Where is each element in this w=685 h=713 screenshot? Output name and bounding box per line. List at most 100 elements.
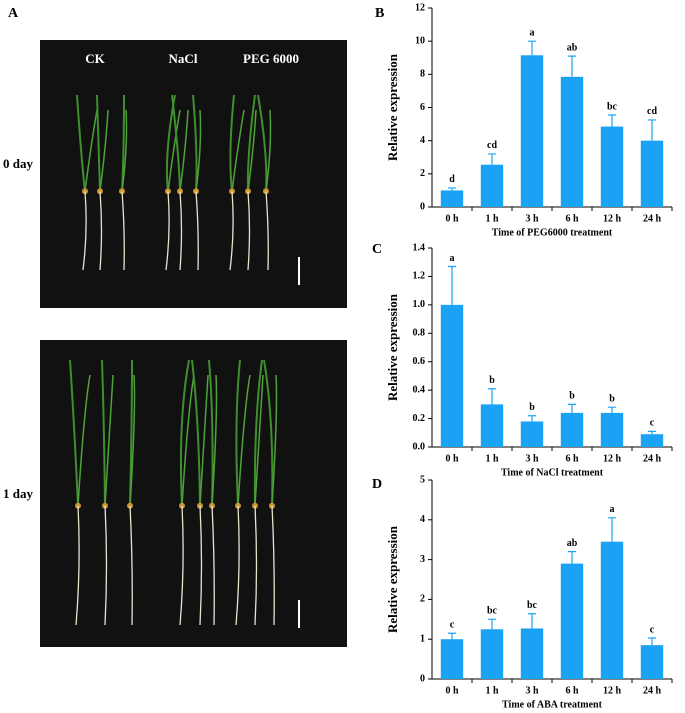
y-tick-label: 4 <box>420 135 425 146</box>
root <box>229 191 234 271</box>
error-bar <box>608 406 616 413</box>
leaf <box>191 359 201 506</box>
error-bar <box>488 388 496 405</box>
y-tick-label: 0 <box>420 673 425 684</box>
significance-letter: c <box>650 624 655 635</box>
error-bar <box>648 637 656 646</box>
y-tick-label: 1 <box>420 633 425 644</box>
significance-letter: a <box>530 27 535 38</box>
x-tick-label: 1 h <box>485 685 499 696</box>
y-tick-label: 8 <box>420 69 425 80</box>
x-tick-label: 12 h <box>603 453 622 464</box>
root <box>247 191 251 271</box>
error-bar <box>448 187 456 191</box>
leaf <box>121 109 128 192</box>
leaf <box>84 109 98 192</box>
significance-letter: bc <box>487 606 498 617</box>
panel-label: B <box>375 6 384 21</box>
y-tick-label: 0.2 <box>413 413 426 424</box>
x-tick-label: 0 h <box>445 685 459 696</box>
x-tick-label: 24 h <box>643 213 662 224</box>
x-tick-label: 12 h <box>603 685 622 696</box>
y-tick-label: 0.8 <box>413 328 426 339</box>
row-label: 1 day <box>3 486 33 501</box>
significance-letter: c <box>650 418 655 429</box>
x-tick-label: 6 h <box>565 685 579 696</box>
root <box>129 505 133 626</box>
leaf <box>77 374 91 506</box>
root <box>82 191 87 271</box>
leaf <box>235 359 241 506</box>
leaf <box>253 359 263 506</box>
x-tick-label: 1 h <box>485 453 499 464</box>
x-tick-label: 0 h <box>445 213 459 224</box>
bar <box>640 140 664 207</box>
root <box>121 191 125 271</box>
error-bar <box>608 517 616 542</box>
x-axis-label: Time of NaCl treatment <box>501 467 604 478</box>
leaf <box>96 94 101 192</box>
photo-label: NaCl <box>169 51 198 66</box>
root <box>211 505 215 626</box>
bar <box>480 404 504 447</box>
leaf <box>247 109 257 192</box>
leaf <box>211 374 218 506</box>
error-bar <box>528 40 536 56</box>
root <box>75 505 80 626</box>
y-tick-label: 6 <box>420 102 425 113</box>
bar <box>520 628 544 679</box>
error-bar <box>648 430 656 435</box>
x-tick-label: 12 h <box>603 213 622 224</box>
y-axis-label: Relative expression <box>385 293 400 401</box>
error-bar <box>568 403 576 413</box>
leaf <box>231 109 245 192</box>
error-bar <box>568 55 576 77</box>
leaf <box>199 374 209 506</box>
y-tick-label: 1.0 <box>413 299 426 310</box>
root <box>254 505 258 626</box>
x-axis-label: Time of ABA treatment <box>502 699 603 710</box>
significance-letter: b <box>489 375 495 386</box>
bar <box>440 639 464 679</box>
row-label: 0 day <box>3 156 33 171</box>
significance-letter: ab <box>567 538 578 549</box>
significance-letter: d <box>449 174 455 185</box>
root <box>235 505 240 626</box>
bar <box>560 76 584 207</box>
error-bar <box>528 613 536 629</box>
bar <box>600 412 624 447</box>
x-tick-label: 0 h <box>445 453 459 464</box>
leaf <box>195 109 202 192</box>
x-tick-label: 24 h <box>643 685 662 696</box>
x-tick-label: 6 h <box>565 453 579 464</box>
bar <box>560 412 584 447</box>
leaf <box>167 109 181 192</box>
root <box>99 191 103 271</box>
y-tick-label: 0.4 <box>413 384 426 395</box>
x-axis-label: Time of PEG6000 treatment <box>492 227 613 238</box>
leaf <box>246 94 256 192</box>
root <box>179 191 183 271</box>
leaf <box>179 359 190 506</box>
leaf <box>104 374 114 506</box>
leaf <box>181 374 195 506</box>
photo-label: CK <box>85 51 105 66</box>
root <box>165 191 170 271</box>
leaf <box>76 94 86 192</box>
x-tick-label: 1 h <box>485 213 499 224</box>
leaf <box>129 374 136 506</box>
x-tick-label: 3 h <box>525 213 539 224</box>
leaf <box>237 374 251 506</box>
bar <box>440 190 464 207</box>
bar <box>560 563 584 679</box>
error-bar <box>448 265 456 305</box>
leaf <box>179 109 189 192</box>
y-tick-label: 4 <box>420 514 425 525</box>
error-bar <box>568 551 576 564</box>
leaf <box>254 374 264 506</box>
x-tick-label: 24 h <box>643 453 662 464</box>
error-bar <box>648 119 656 141</box>
root <box>195 191 199 271</box>
leaf <box>171 94 181 192</box>
